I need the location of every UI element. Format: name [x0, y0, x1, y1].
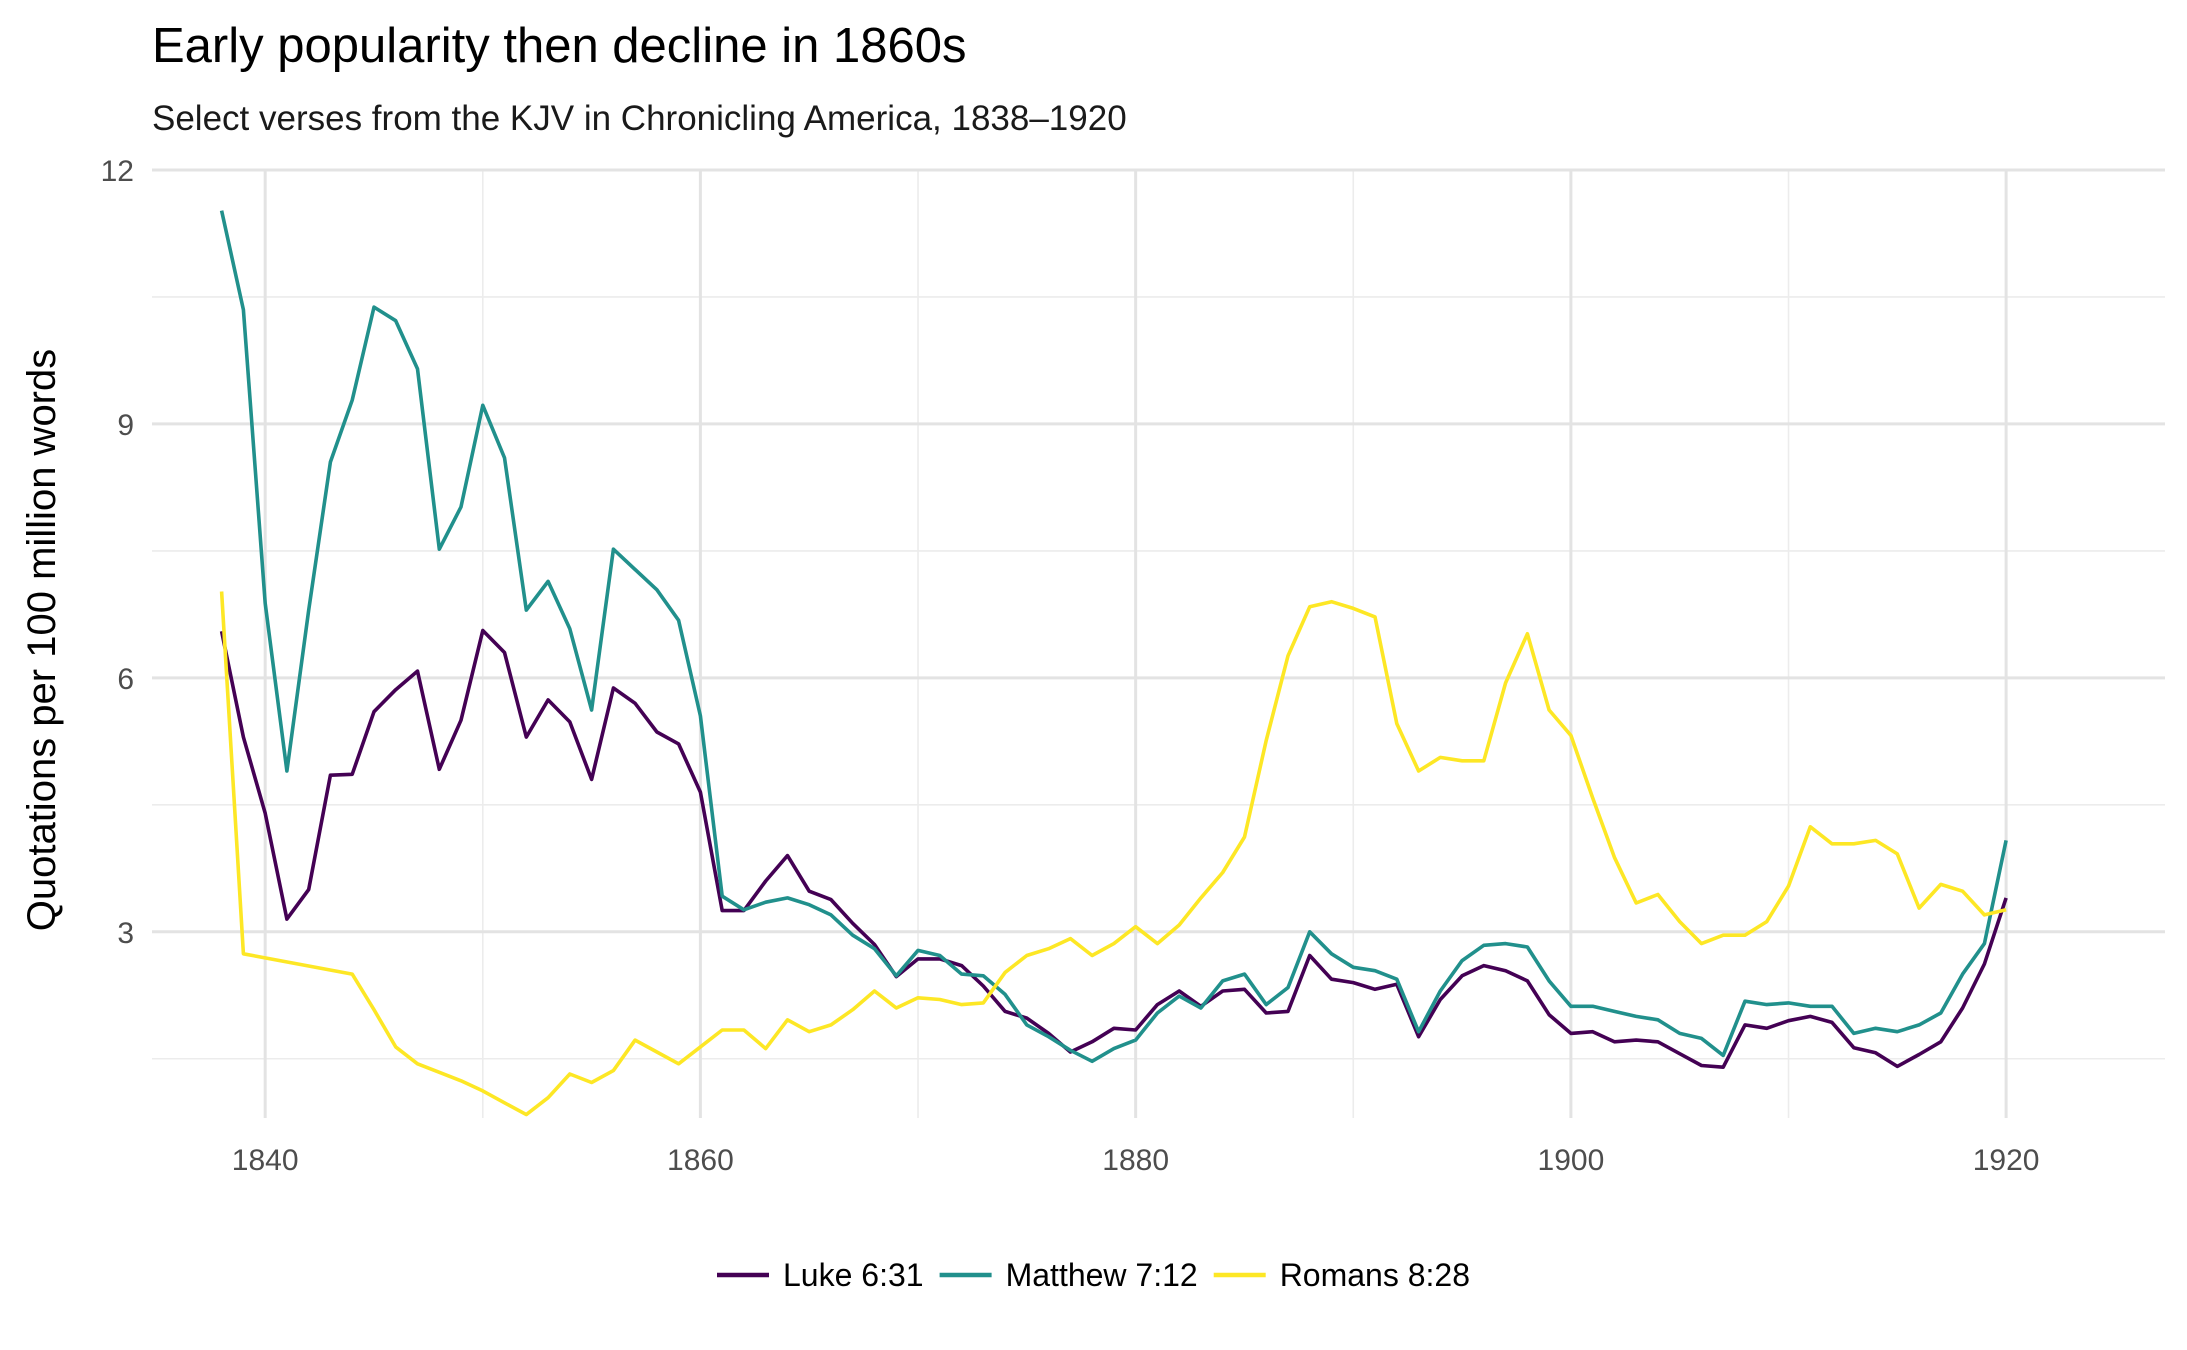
major-gridlines: [152, 168, 2165, 1118]
legend-item-2: Romans 8:28: [1213, 1257, 1470, 1293]
x-axis-ticks: 1840 1860 1880 1900 1920: [232, 1144, 2040, 1177]
y-tick-label: 3: [117, 917, 134, 950]
x-tick-label: 1880: [1102, 1144, 1169, 1177]
y-tick-label: 12: [101, 155, 134, 188]
series-lines: [219, 210, 2008, 1117]
legend: Luke 6:31 Matthew 7:12 Romans 8:28: [717, 1257, 1470, 1293]
series-line-2: [219, 591, 2007, 1117]
minor-gridlines: [152, 170, 2165, 1118]
legend-item-0: Luke 6:31: [717, 1257, 924, 1293]
x-tick-label: 1920: [1973, 1144, 2040, 1177]
x-tick-label: 1860: [667, 1144, 734, 1177]
x-tick-label: 1840: [232, 1144, 299, 1177]
y-axis-ticks: 3 6 9 12: [101, 155, 134, 950]
chart-title: Early popularity then decline in 1860s: [152, 19, 966, 73]
y-axis-label: Quotations per 100 million words: [20, 349, 64, 932]
series-line-0: [219, 628, 2008, 1069]
legend-label-0: Luke 6:31: [783, 1257, 924, 1293]
x-tick-label: 1900: [1538, 1144, 1605, 1177]
legend-label-1: Matthew 7:12: [1006, 1257, 1198, 1293]
legend-label-2: Romans 8:28: [1280, 1257, 1470, 1293]
y-tick-label: 6: [117, 663, 134, 696]
y-tick-label: 9: [117, 409, 134, 442]
series-line-1: [219, 210, 2008, 1064]
legend-item-1: Matthew 7:12: [939, 1257, 1198, 1293]
chart-subtitle: Select verses from the KJV in Chroniclin…: [152, 99, 1127, 138]
